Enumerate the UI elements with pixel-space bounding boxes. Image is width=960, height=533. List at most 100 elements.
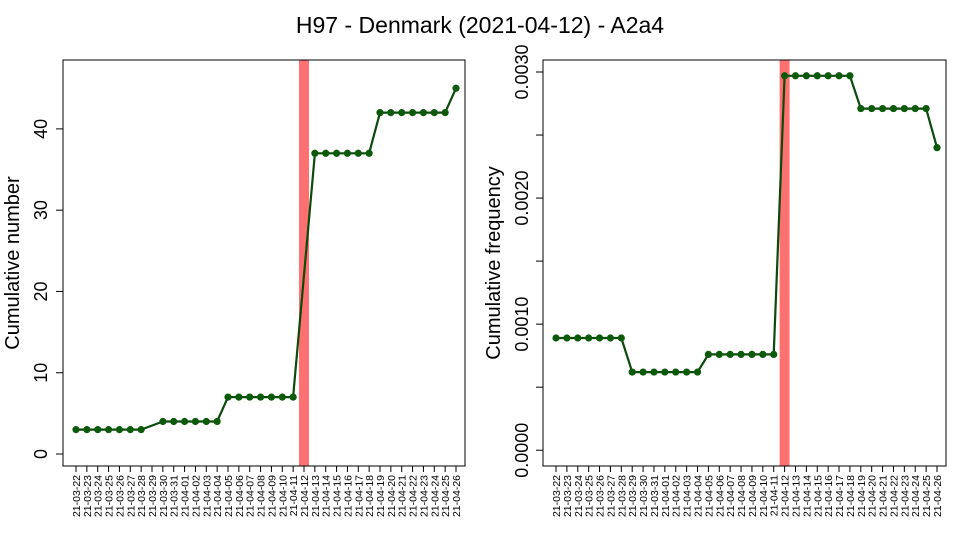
x-tick-label: 21-04-01 (660, 475, 672, 517)
plot-frame (62, 59, 466, 467)
data-point (83, 426, 91, 434)
x-tick-label: 21-04-06 (234, 475, 246, 517)
data-point (900, 104, 908, 113)
x-tick-label: 21-04-09 (747, 475, 759, 517)
data-point (191, 417, 200, 426)
x-tick-label: 21-03-25 (584, 475, 596, 517)
x-tick-label: 21-04-26 (451, 475, 463, 517)
data-point (617, 334, 625, 342)
data-point (672, 368, 680, 376)
x-tick-label: 21-04-25 (440, 475, 452, 517)
x-tick-label: 21-04-10 (758, 475, 770, 517)
y-tick-label: 0.0020 (512, 171, 532, 226)
x-tick-label: 21-03-24 (573, 475, 585, 517)
data-point (911, 104, 919, 113)
x-tick-label: 21-03-26 (114, 475, 126, 517)
data-point (595, 334, 604, 342)
x-tick-label: 21-03-29 (147, 475, 159, 517)
x-tick-label: 21-04-22 (408, 475, 420, 517)
x-tick-label: 21-04-11 (769, 475, 781, 516)
x-tick-label: 21-04-04 (693, 475, 705, 517)
x-tick-label: 21-04-04 (212, 475, 224, 517)
x-tick-label: 21-04-18 (364, 475, 376, 517)
data-point (835, 72, 843, 80)
data-point (933, 144, 941, 152)
data-point (137, 426, 145, 434)
data-point (365, 149, 373, 157)
data-point (922, 104, 930, 113)
data-point (104, 426, 113, 434)
x-tick-label: 21-04-16 (823, 475, 835, 517)
series-line (556, 74, 939, 374)
data-point (704, 350, 713, 359)
x-tick-label: 21-04-26 (932, 475, 944, 517)
x-tick-label: 21-04-14 (321, 475, 333, 517)
x-tick-label: 21-04-18 (845, 475, 857, 517)
x-tick-label: 21-04-05 (223, 475, 235, 517)
panel-cumulative-frequency: 0.0000 0.0010 0.0020 0.0030 Cumulative frequ… (483, 44, 947, 517)
x-tick-label: 21-04-22 (888, 475, 900, 517)
x-tick-label: 21-04-14 (801, 475, 813, 517)
data-point (857, 104, 865, 113)
x-tick-label: 21-03-22 (71, 475, 83, 517)
data-point (889, 104, 898, 113)
data-point (343, 149, 352, 157)
y-tick-label: 0 (31, 449, 51, 459)
data-point (563, 334, 571, 342)
data-point (715, 350, 723, 359)
x-tick-label: 21-04-01 (180, 475, 192, 517)
highlight-band (779, 60, 790, 466)
x-tick-label: 21-04-13 (790, 475, 802, 517)
data-point (824, 72, 832, 80)
x-tick-label: 21-04-02 (190, 475, 202, 517)
data-point (781, 72, 789, 80)
series-line (76, 87, 458, 431)
data-point (759, 350, 767, 359)
y-axis-label: Cumulative number (2, 176, 24, 350)
data-point (683, 368, 691, 376)
data-point (802, 72, 810, 80)
data-point (813, 72, 821, 80)
x-tick-label: 21-04-07 (725, 475, 737, 517)
x-tick-label: 21-04-09 (266, 475, 278, 517)
x-tick-label: 21-04-20 (386, 475, 398, 517)
data-point (628, 368, 636, 376)
x-tick-label: 21-04-24 (910, 475, 922, 517)
x-tick-label: 21-04-17 (834, 475, 846, 517)
data-point (94, 426, 102, 434)
data-point (376, 109, 384, 117)
x-tick-label: 21-04-07 (245, 475, 257, 517)
x-tick-label: 21-04-08 (256, 475, 268, 517)
data-point (693, 368, 702, 376)
data-point (289, 393, 297, 401)
x-tick-label: 21-03-31 (649, 475, 661, 517)
data-point (170, 417, 178, 426)
data-point (770, 350, 778, 359)
data-point (639, 368, 647, 376)
y-tick-label: 40 (31, 119, 51, 139)
x-tick-label: 21-04-06 (714, 475, 726, 517)
x-tick-label: 21-04-15 (812, 475, 824, 517)
data-point (72, 426, 80, 434)
x-tick-label: 21-04-12 (780, 475, 792, 517)
data-point (868, 104, 876, 113)
x-tick-label: 21-04-25 (921, 475, 933, 517)
data-point (430, 109, 438, 117)
x-tick-label: 21-04-15 (332, 475, 344, 517)
y-tick-label: 20 (31, 281, 51, 301)
data-point (278, 393, 286, 401)
x-tick-label: 21-04-03 (201, 475, 213, 517)
data-point (115, 426, 124, 434)
data-point (332, 149, 341, 157)
data-point (408, 109, 417, 117)
x-tick-label: 21-04-20 (867, 475, 879, 517)
data-point (311, 149, 319, 157)
data-point (267, 393, 276, 401)
x-tick-label: 21-03-24 (93, 475, 105, 517)
x-tick-label: 21-04-08 (736, 475, 748, 517)
data-point (661, 368, 669, 376)
data-point (180, 417, 189, 426)
data-point (256, 393, 265, 401)
y-tick-label: 0.0030 (512, 44, 532, 99)
